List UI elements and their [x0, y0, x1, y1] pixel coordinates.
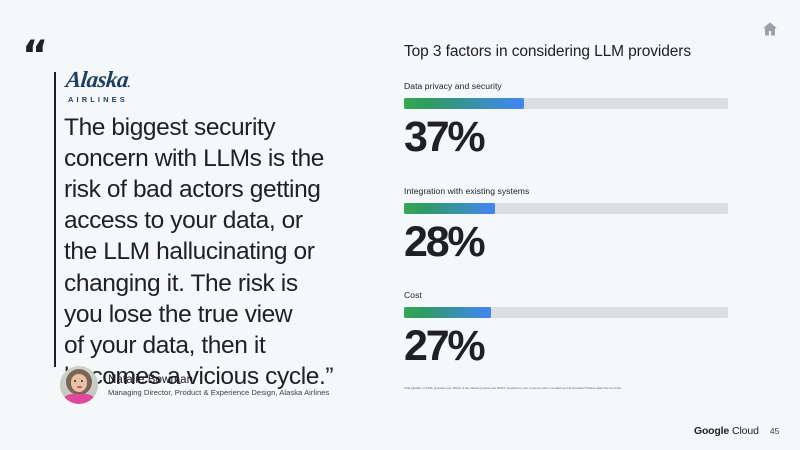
bar-label: Cost [404, 290, 422, 300]
quote-attribution: Natalie Bowman Managing Director, Produc… [60, 366, 329, 404]
bar-group: Integration with existing systems 28% [404, 186, 734, 265]
avatar [60, 366, 98, 404]
quote-panel: “ Alaska. AIRLINES The biggest security … [0, 0, 380, 450]
bar-track [404, 307, 728, 318]
bar-value: 28% [404, 218, 486, 266]
chart-title: Top 3 factors in considering LLM provide… [404, 43, 692, 60]
avatar-lips [77, 386, 82, 389]
cloud-wordmark: Cloud [731, 425, 759, 437]
brand-wordmark: Alaska. [64, 67, 132, 92]
bar-value: 37% [404, 113, 486, 161]
author-name: Natalie Bowman [108, 373, 194, 386]
avatar-face [71, 374, 87, 392]
bar-fill [404, 203, 495, 214]
bar-track [404, 98, 728, 109]
avatar-eye-left [74, 380, 77, 382]
google-cloud-logo: Google Cloud [694, 421, 759, 439]
bar-value: 27% [404, 322, 486, 370]
bar-group: Cost 27% [404, 290, 734, 369]
quote-text: The biggest security concern with LLMs i… [64, 114, 334, 390]
avatar-eye-right [81, 380, 84, 382]
bar-group: Data privacy and security 37% [404, 81, 734, 160]
google-wordmark: Google [694, 425, 729, 437]
open-quote-mark: “ [22, 33, 48, 79]
page-number: 45 [769, 426, 780, 436]
chart-panel: Top 3 factors in considering LLM provide… [402, 0, 800, 450]
author-role: Managing Director, Product & Experience … [108, 387, 330, 397]
attribution-text: Natalie Bowman Managing Director, Produc… [108, 374, 329, 397]
chart-footnote: Total (global): n=1466; Question text: W… [404, 386, 622, 390]
footer: Google Cloud 45 [694, 421, 779, 439]
home-icon[interactable] [761, 20, 779, 38]
bar-label: Integration with existing systems [404, 186, 530, 196]
quote-vertical-rule [54, 72, 56, 367]
bar-track [404, 203, 728, 214]
alaska-airlines-logo: Alaska. AIRLINES [64, 67, 132, 104]
bar-fill [404, 98, 524, 109]
bar-fill [404, 307, 492, 318]
bar-label: Data privacy and security [404, 81, 502, 91]
brand-registered-mark: . [127, 76, 132, 90]
avatar-clothing [62, 394, 96, 404]
brand-subtitle: AIRLINES [68, 95, 128, 104]
